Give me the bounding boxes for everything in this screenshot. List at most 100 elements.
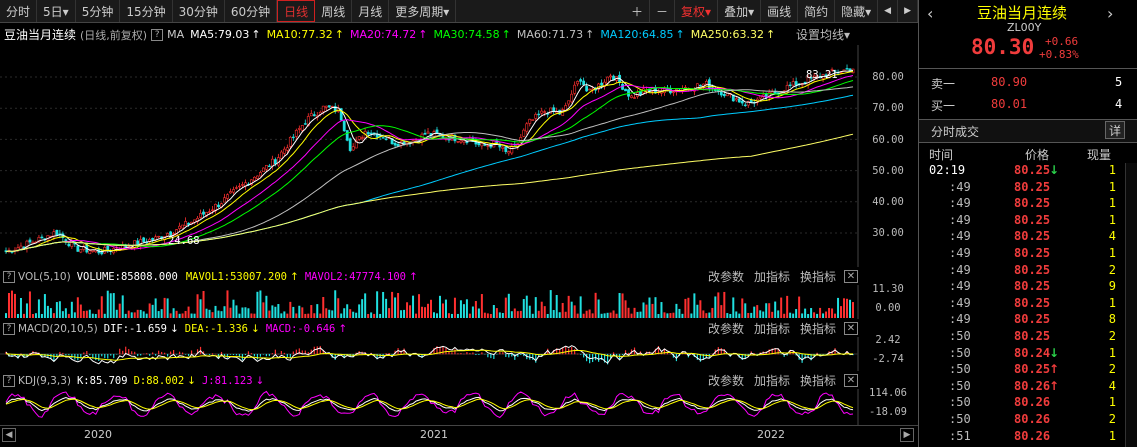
chart-mode: (日线,前复权) [80, 28, 148, 42]
period-tab[interactable]: 月线 [352, 0, 390, 22]
help-icon[interactable]: ? [3, 374, 15, 387]
period-tab[interactable]: 30分钟 [173, 0, 225, 22]
period-tab[interactable]: 分时 [0, 0, 38, 22]
toolbar-button[interactable]: 叠加▾ [718, 0, 762, 22]
tick-volume: 1 [1108, 212, 1116, 227]
bid-price: 80.01 [991, 97, 1028, 111]
help-icon[interactable]: ? [3, 322, 15, 335]
volume-chart [5, 285, 859, 319]
toolbar-button[interactable]: 复权▾ [675, 0, 719, 22]
add-indicator-button[interactable]: 加指标 [753, 374, 790, 388]
period-tab[interactable]: 日线 [277, 0, 316, 22]
tick-volume: 2 [1108, 329, 1116, 343]
add-indicator-button[interactable]: 加指标 [753, 322, 790, 336]
tick-volume: 2 [1108, 362, 1116, 377]
period-tab[interactable]: 更多周期▾ [389, 0, 457, 22]
edit-params-button[interactable]: 改参数 [707, 374, 744, 388]
tick-time: :50 [949, 395, 971, 410]
tick-volume: 4 [1108, 229, 1116, 244]
ma-settings-button[interactable]: 设置均线▾ [795, 28, 850, 42]
x-tick-label: 2022 [757, 428, 785, 441]
time-axis[interactable]: ◀ 2020 2021 2022 ▶ [0, 425, 918, 447]
up-arrow-icon: ↑ [338, 322, 348, 335]
tick-row: :49 80.25 1 [919, 246, 1137, 263]
add-indicator-button[interactable]: 加指标 [753, 270, 790, 284]
tick-time: 02:19 [929, 163, 966, 177]
up-arrow-icon: ↑ [585, 28, 595, 41]
kdj-k: K:85.709 [76, 374, 128, 387]
toolbar-button[interactable]: － [650, 0, 676, 22]
col-price: 价格 [1025, 148, 1050, 162]
close-icon[interactable]: ✕ [844, 374, 858, 387]
help-icon[interactable]: ? [151, 28, 164, 41]
period-tab[interactable]: 60分钟 [225, 0, 278, 22]
instrument-title: 豆油当月连续 [4, 28, 77, 42]
col-volume: 现量 [1087, 148, 1112, 162]
edit-params-button[interactable]: 改参数 [707, 270, 744, 284]
down-arrow-icon: ↓ [251, 322, 260, 335]
tick-list[interactable]: 02:19 80.25 ↓ 1:49 80.25 1:49 80.25 1:49 80.25 1:… [919, 163, 1137, 447]
close-icon[interactable]: ✕ [844, 322, 858, 335]
tick-price: 80.25 [1014, 212, 1051, 227]
scroll-left-button[interactable]: ◀ [2, 428, 16, 442]
toolbar-button[interactable]: 画线 [761, 0, 799, 22]
high-price-label: 83.21 [806, 69, 838, 81]
ma-value: MA10:77.32 [266, 28, 333, 41]
forward-arrow-icon[interactable]: › [1107, 4, 1114, 23]
price-change-pct: +0.83% [1039, 48, 1079, 61]
up-arrow-icon: ↑ [334, 28, 344, 41]
tick-volume: 1 [1108, 345, 1116, 360]
tick-price: 80.25 [1014, 312, 1051, 327]
toolbar-button[interactable]: 隐藏▾ [835, 0, 879, 22]
up-arrow-icon: ↑ [1049, 362, 1060, 377]
tick-row: :50 80.26 ↑ 4 [919, 379, 1137, 396]
tick-time: :49 [949, 212, 971, 227]
period-tab[interactable]: 周线 [315, 0, 353, 22]
tick-volume: 1 [1108, 295, 1116, 310]
kdj-y-tick: -18.09 [869, 406, 907, 418]
help-icon[interactable]: ? [3, 270, 15, 283]
tick-time: :50 [949, 345, 971, 360]
tick-scrollbar[interactable] [1125, 163, 1137, 447]
next-icon[interactable]: ▶ [898, 0, 918, 22]
tick-row: :49 80.25 8 [919, 312, 1137, 329]
switch-indicator-button[interactable]: 换指标 [799, 270, 836, 284]
tick-row: :49 80.25 4 [919, 229, 1137, 246]
vol-volume: VOLUME:85808.000 [76, 270, 178, 283]
tick-row: :50 80.25 2 [919, 329, 1137, 346]
toolbar-button[interactable]: 简约 [798, 0, 836, 22]
detail-button[interactable]: 详 [1105, 121, 1125, 139]
tick-time: :49 [949, 279, 971, 294]
vol-y-tick: 0.00 [875, 302, 901, 314]
scroll-right-button[interactable]: ▶ [900, 428, 914, 442]
tick-row: :49 80.25 9 [919, 279, 1137, 296]
close-icon[interactable]: ✕ [844, 270, 858, 283]
candlestick-chart[interactable] [0, 45, 918, 267]
kdj-y-tick: 114.06 [869, 387, 907, 399]
tick-volume: 8 [1108, 312, 1116, 327]
macd-chart [0, 337, 859, 371]
tick-row: :50 80.25 ↑ 2 [919, 362, 1137, 379]
tick-row: :49 80.25 1 [919, 180, 1137, 197]
edit-params-button[interactable]: 改参数 [707, 322, 744, 336]
back-arrow-icon[interactable]: ‹ [927, 4, 934, 23]
period-tab[interactable]: 5分钟 [76, 0, 121, 22]
tick-row: :50 80.24 ↓ 1 [919, 346, 1137, 363]
period-tab[interactable]: 15分钟 [120, 0, 173, 22]
tick-time: :51 [949, 428, 971, 443]
ma-value: MA20:74.72 [350, 28, 417, 41]
tick-volume: 1 [1108, 395, 1116, 410]
period-toolbar: 分时 5日▾ 5分钟 15分钟 30分钟 60分钟 日线 周线 月线 更多周期▾ ＋－复权▾ 叠加▾ 画… [0, 0, 918, 23]
tick-volume: 1 [1108, 163, 1116, 177]
macd-y-tick: 2.42 [875, 334, 901, 346]
tick-time: :49 [949, 179, 971, 194]
prev-icon[interactable]: ◀ [878, 0, 899, 22]
tick-price: 80.25 [1014, 163, 1051, 177]
switch-indicator-button[interactable]: 换指标 [799, 374, 836, 388]
toolbar-button[interactable]: ＋ [625, 0, 651, 22]
up-arrow-icon: ↑ [501, 28, 511, 41]
period-tab[interactable]: 5日▾ [37, 0, 76, 22]
up-arrow-icon: ↑ [675, 28, 685, 41]
macd-y-tick: -2.74 [872, 353, 904, 365]
switch-indicator-button[interactable]: 换指标 [799, 322, 836, 336]
